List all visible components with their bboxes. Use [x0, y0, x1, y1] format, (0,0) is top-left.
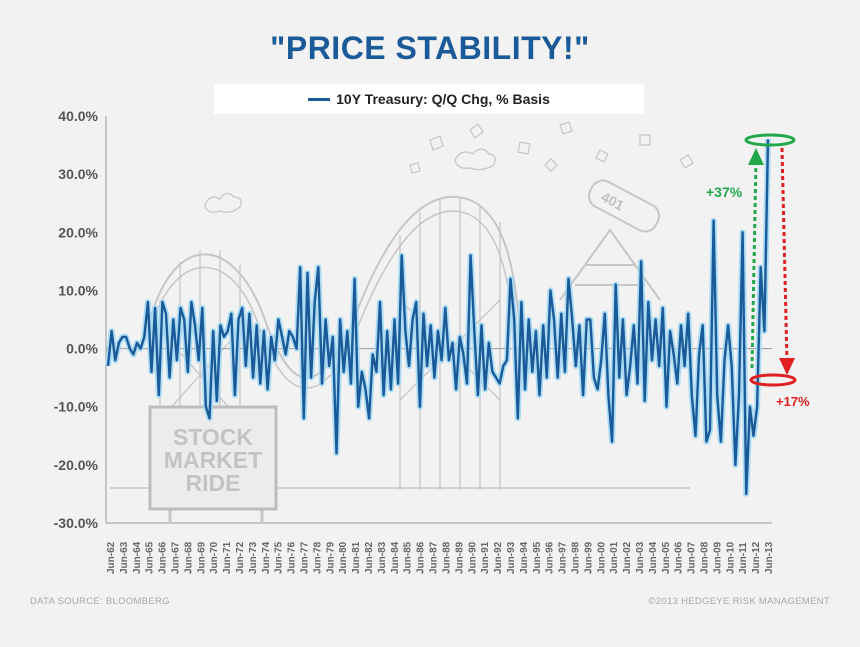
y-tick-label: 10.0%: [58, 282, 98, 298]
x-tick-label: Jun-94: [519, 541, 530, 574]
series-line-10y-treasury: [106, 139, 770, 496]
x-tick-label: Jun-09: [712, 541, 723, 574]
rise-arrowhead: [748, 148, 764, 165]
y-tick-label: 20.0%: [58, 224, 98, 240]
stock-market-sign: STOCK MARKET RIDE: [148, 405, 278, 522]
x-tick-label: Jun-11: [738, 542, 749, 574]
x-tick-label: Jun-91: [480, 541, 491, 574]
flying-papers: [409, 121, 694, 174]
x-tick-label: Jun-93: [506, 541, 517, 574]
x-tick-label: Jun-77: [300, 541, 311, 574]
x-tick-label: Jun-86: [416, 541, 427, 574]
x-tick-label: Jun-73: [248, 541, 259, 574]
x-tick-label: Jun-13: [764, 541, 775, 574]
x-tick-label: Jun-06: [674, 541, 685, 574]
x-tick-label: Jun-89: [454, 541, 465, 574]
x-tick-label: Jun-10: [725, 541, 736, 574]
x-tick-label: Jun-71: [222, 541, 233, 574]
sign-line-2: MARKET: [164, 447, 262, 473]
x-tick-label: Jun-66: [158, 541, 169, 574]
x-tick-label: Jun-90: [467, 541, 478, 574]
cloud-left: [204, 192, 242, 213]
legend-label: 10Y Treasury: Q/Q Chg, % Basis: [336, 91, 550, 107]
cloud-right: [454, 148, 496, 171]
x-tick-label: Jun-75: [274, 541, 285, 574]
x-tick-label: Jun-78: [312, 541, 323, 574]
x-tick-label: Jun-80: [338, 541, 349, 574]
copyright: ©2013 HEDGEYE RISK MANAGEMENT: [648, 596, 830, 607]
x-tick-label: Jun-00: [596, 541, 607, 574]
x-tick-label: Jun-65: [145, 541, 156, 574]
trough-marker: [749, 373, 797, 387]
legend-swatch: [308, 97, 331, 101]
x-tick-label: Jun-70: [209, 541, 220, 574]
x-tick-label: Jun-81: [351, 541, 362, 574]
axes: 40.0% 30.0% 20.0% 10.0% 0.0% -10.0% -20.0% -30.…: [54, 108, 775, 574]
chart-legend: 10Y Treasury: Q/Q Chg, % Basis: [214, 84, 644, 114]
x-tick-label: Jun-82: [364, 541, 375, 574]
fall-arrowhead: [779, 358, 795, 375]
x-tick-label: Jun-64: [132, 541, 143, 574]
x-tick-label: Jun-88: [441, 541, 452, 574]
fall-arrow: [780, 147, 789, 363]
x-tick-label: Jun-95: [532, 541, 543, 574]
coaster-car: [587, 179, 661, 233]
x-tick-label: Jun-72: [235, 541, 246, 574]
x-tick-label: Jun-99: [583, 541, 594, 574]
x-tick-label: Jun-02: [622, 541, 633, 574]
rise-arrow: [750, 159, 758, 369]
sign-line-3: RIDE: [186, 470, 241, 496]
y-tick-label: 30.0%: [58, 166, 98, 182]
sign-line-1: STOCK: [173, 424, 253, 450]
x-tick-label: Jun-97: [558, 541, 569, 574]
x-tick-label: Jun-74: [261, 541, 272, 574]
x-tick-label: Jun-08: [699, 541, 710, 574]
y-tick-label: -20.0%: [54, 457, 99, 473]
annotation-up: +37%: [706, 184, 743, 200]
peak-marker: [744, 133, 796, 147]
tower-right: [559, 228, 661, 301]
x-tick-label: Jun-03: [635, 541, 646, 574]
data-source: DATA SOURCE: BLOOMBERG: [30, 596, 170, 607]
y-tick-label: -10.0%: [54, 399, 99, 415]
x-tick-label: Jun-83: [377, 541, 388, 574]
x-tick-label: Jun-07: [687, 541, 698, 574]
annotation-group: +37% +17%: [706, 133, 810, 409]
x-tick-label: Jun-01: [609, 541, 620, 574]
y-tick-label: 0.0%: [66, 341, 98, 357]
x-tick-label: Jun-69: [196, 541, 207, 574]
x-tick-label: Jun-12: [751, 541, 762, 574]
y-tick-label: 40.0%: [58, 108, 98, 124]
x-tick-label: Jun-63: [119, 541, 130, 574]
chart-title: "PRICE STABILITY!": [270, 30, 590, 66]
x-tick-label: Jun-67: [171, 541, 182, 574]
x-tick-label: Jun-79: [325, 541, 336, 574]
x-tick-label: Jun-84: [390, 541, 401, 574]
x-tick-label: Jun-04: [648, 541, 659, 574]
x-tick-label: Jun-98: [570, 541, 581, 574]
x-tick-label: Jun-96: [545, 541, 556, 574]
x-tick-label: Jun-05: [661, 541, 672, 574]
x-tick-label: Jun-85: [403, 541, 414, 574]
x-tick-label: Jun-76: [287, 541, 298, 574]
x-tick-label: Jun-92: [493, 541, 504, 574]
x-tick-label: Jun-87: [429, 541, 440, 574]
x-tick-label: Jun-62: [106, 541, 117, 574]
y-tick-label: -30.0%: [54, 515, 99, 531]
x-tick-label: Jun-68: [183, 541, 194, 574]
series-group: [105, 139, 771, 497]
annotation-down: +17%: [776, 394, 810, 409]
